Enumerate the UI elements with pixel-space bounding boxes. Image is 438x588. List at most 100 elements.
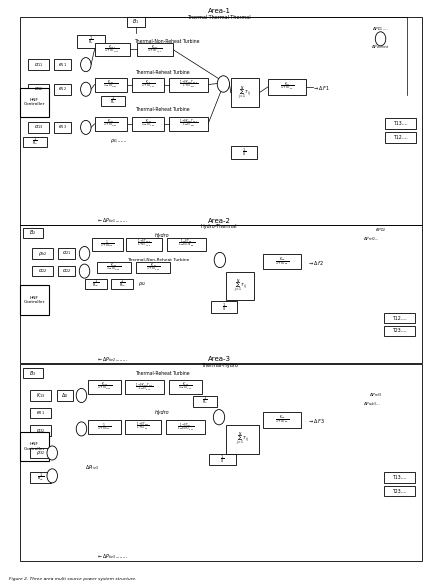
Text: $\frac{1+ST_{R3s}}{1+ST_{f3s}}$: $\frac{1+ST_{R3s}}{1+ST_{f3s}}$ [136, 421, 150, 433]
Text: $\frac{K_{G21}}{1-ST_{G21}}$: $\frac{K_{G21}}{1-ST_{G21}}$ [103, 79, 119, 91]
Text: $\sum_{j=1}^{N}T_{ij}$: $\sum_{j=1}^{N}T_{ij}$ [236, 430, 249, 449]
Text: $\rightarrow\Delta f2$: $\rightarrow\Delta f2$ [307, 259, 323, 267]
FancyBboxPatch shape [125, 380, 164, 394]
FancyBboxPatch shape [30, 425, 51, 436]
Text: $\frac{1}{R_2}$: $\frac{1}{R_2}$ [110, 95, 116, 107]
FancyBboxPatch shape [95, 43, 131, 56]
Text: -: - [83, 272, 85, 276]
FancyBboxPatch shape [111, 279, 134, 289]
FancyBboxPatch shape [263, 254, 301, 269]
Text: Hydro: Hydro [155, 233, 170, 238]
Text: $\frac{1}{1+ST_{f21}}$: $\frac{1}{1+ST_{f21}}$ [100, 239, 114, 250]
Text: $\rightarrow\Delta F1$: $\rightarrow\Delta F1$ [313, 84, 330, 92]
Text: $\rightarrow\Delta F3$: $\rightarrow\Delta F3$ [307, 417, 325, 425]
FancyBboxPatch shape [226, 425, 259, 453]
FancyBboxPatch shape [263, 413, 301, 427]
Text: T13....: T13.... [392, 475, 407, 480]
FancyBboxPatch shape [54, 122, 71, 133]
Text: $\frac{1-ST_{w2}}{1-S0.5T_{w2}}$: $\frac{1-ST_{w2}}{1-S0.5T_{w2}}$ [178, 238, 195, 250]
Text: -: - [80, 429, 81, 435]
Text: $\Delta P_{connect}$: $\Delta P_{connect}$ [371, 44, 390, 51]
Circle shape [47, 446, 57, 460]
Text: -: - [222, 85, 223, 90]
Circle shape [47, 469, 57, 483]
FancyBboxPatch shape [58, 248, 75, 259]
FancyBboxPatch shape [58, 266, 75, 276]
Text: +: + [216, 414, 220, 419]
Circle shape [213, 410, 225, 425]
Text: +: + [82, 86, 87, 91]
FancyBboxPatch shape [384, 326, 416, 336]
Text: $\Delta P_{D1}$....: $\Delta P_{D1}$.... [372, 25, 389, 33]
Text: $\Delta P_{ref3}$: $\Delta P_{ref3}$ [368, 391, 382, 399]
Text: -: - [384, 39, 386, 44]
FancyBboxPatch shape [384, 486, 416, 496]
FancyBboxPatch shape [95, 118, 127, 131]
Circle shape [76, 422, 87, 436]
Text: HNF
Controller: HNF Controller [24, 296, 45, 304]
Text: Area-1: Area-1 [208, 8, 230, 14]
Text: $\leftarrow\Delta P_{tie1}$........: $\leftarrow\Delta P_{tie1}$........ [97, 216, 128, 225]
FancyBboxPatch shape [20, 88, 49, 117]
FancyBboxPatch shape [137, 43, 173, 56]
Text: +: + [78, 426, 83, 431]
Circle shape [79, 246, 90, 260]
Text: $\frac{K_{p2}}{1+ST_{p2}}$: $\frac{K_{p2}}{1+ST_{p2}}$ [275, 256, 289, 268]
Circle shape [375, 32, 386, 46]
Text: $K_{13}$: $K_{13}$ [36, 391, 46, 400]
Text: -: - [217, 418, 219, 423]
Text: $e_{12}$: $e_{12}$ [58, 85, 67, 93]
FancyBboxPatch shape [231, 78, 259, 108]
Text: $\leftarrow\Delta P_{tie3}$........: $\leftarrow\Delta P_{tie3}$........ [97, 552, 128, 562]
FancyBboxPatch shape [169, 380, 201, 394]
Text: T23....: T23.... [392, 489, 407, 493]
Text: HNF
Controller: HNF Controller [24, 98, 45, 106]
FancyBboxPatch shape [136, 262, 170, 273]
Circle shape [81, 82, 91, 96]
FancyBboxPatch shape [125, 420, 161, 433]
Text: $\frac{1}{1+ST_{f3s}}$: $\frac{1}{1+ST_{f3s}}$ [97, 421, 111, 433]
Text: Thermal-Reheat Turbine: Thermal-Reheat Turbine [135, 106, 190, 112]
Circle shape [79, 264, 90, 278]
Text: -: - [83, 254, 85, 259]
Text: $\frac{1}{S}$: $\frac{1}{S}$ [222, 301, 226, 313]
Text: -: - [84, 90, 85, 95]
Text: Figure 2. Three area multi source power system structure.: Figure 2. Three area multi source power … [10, 577, 137, 582]
Text: $\frac{K_{p3}}{1+ST_{p3}}$: $\frac{K_{p3}}{1+ST_{p3}}$ [275, 414, 289, 426]
Text: $\frac{1+ST_{R2,2}}{1+ST_{T2,2}}$: $\frac{1+ST_{R2,2}}{1+ST_{T2,2}}$ [137, 238, 152, 250]
FancyBboxPatch shape [54, 84, 71, 95]
Text: $\rho_{h2}$: $\rho_{h2}$ [38, 249, 47, 258]
Text: $\alpha_{22}$: $\alpha_{22}$ [62, 267, 71, 275]
FancyBboxPatch shape [231, 146, 257, 159]
Text: $\Delta_0$: $\Delta_0$ [61, 391, 68, 400]
FancyBboxPatch shape [30, 390, 51, 401]
Text: $e_{31}$: $e_{31}$ [36, 409, 46, 417]
Text: $\alpha_{12}$: $\alpha_{12}$ [34, 85, 43, 93]
Text: T23....: T23.... [392, 329, 407, 333]
Text: $\delta P_{D2}$: $\delta P_{D2}$ [375, 227, 386, 235]
Text: $\frac{1}{R_{h2}}$: $\frac{1}{R_{h2}}$ [92, 278, 99, 290]
Text: $\frac{1}{S}$: $\frac{1}{S}$ [220, 454, 225, 465]
Text: $\frac{1}{a_{32}}$: $\frac{1}{a_{32}}$ [37, 472, 45, 483]
Text: $B_3$: $B_3$ [29, 369, 37, 377]
Text: $B_2$: $B_2$ [29, 229, 37, 238]
Text: $\frac{1}{R_n}$: $\frac{1}{R_n}$ [32, 136, 38, 148]
FancyBboxPatch shape [22, 137, 46, 148]
FancyBboxPatch shape [32, 266, 53, 276]
Text: -: - [84, 65, 85, 70]
Text: -: - [218, 261, 220, 266]
FancyBboxPatch shape [169, 78, 208, 92]
FancyBboxPatch shape [85, 279, 107, 289]
Text: Thermal-Reheat Turbine: Thermal-Reheat Turbine [135, 370, 190, 376]
FancyBboxPatch shape [209, 453, 236, 465]
FancyBboxPatch shape [166, 238, 206, 251]
Text: $\alpha_{21}$: $\alpha_{21}$ [62, 249, 71, 258]
Text: $e_{13}$: $e_{13}$ [58, 123, 67, 131]
Text: $\frac{1}{R_{t2}}$: $\frac{1}{R_{t2}}$ [119, 278, 126, 290]
Text: $\frac{1+SK_{R21}T_{R21}}{1+ST_{R21}}$: $\frac{1+SK_{R21}T_{R21}}{1+ST_{R21}}$ [179, 79, 198, 91]
Text: +: + [49, 450, 53, 455]
FancyBboxPatch shape [88, 380, 121, 394]
FancyBboxPatch shape [32, 248, 53, 259]
Text: -: - [84, 128, 85, 133]
Text: +: + [81, 268, 86, 273]
